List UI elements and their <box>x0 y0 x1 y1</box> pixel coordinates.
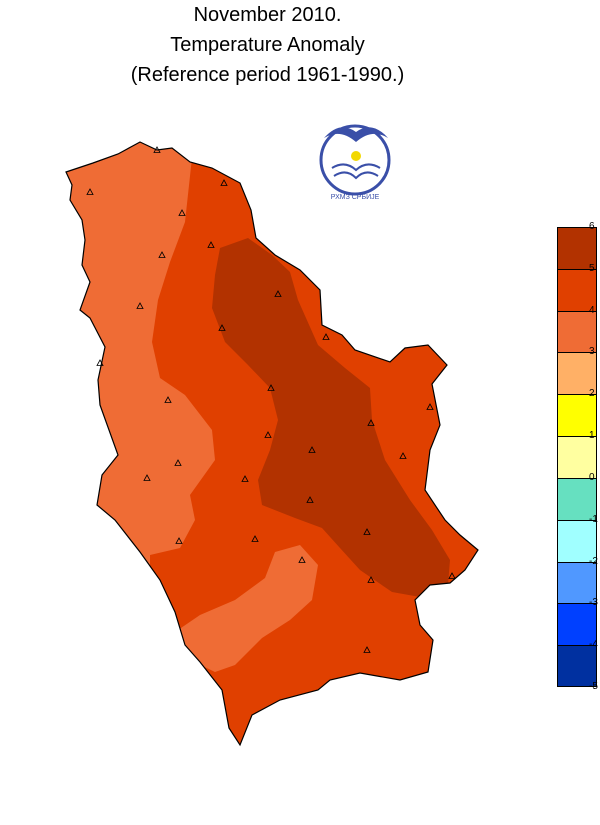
legend-tick-label: 0 <box>589 471 595 483</box>
station-triangle-marker <box>308 446 316 453</box>
station-triangle-marker <box>306 496 314 503</box>
station-triangle-marker <box>164 396 172 403</box>
logo-wave <box>331 163 381 172</box>
logo-wings <box>324 127 388 142</box>
rhmz-logo: РХМЗ СРБИЈЕ <box>319 124 391 201</box>
station-triangle-marker <box>218 324 226 331</box>
title-subject: Temperature Anomaly <box>170 34 365 56</box>
legend-swatch <box>557 603 597 646</box>
station-triangle-marker <box>136 302 144 309</box>
legend-swatch <box>557 394 597 437</box>
legend-swatch <box>557 352 597 395</box>
station-triangle-marker <box>158 251 166 258</box>
station-triangle-marker <box>96 359 104 366</box>
legend-swatch <box>557 268 597 311</box>
station-triangle-marker <box>363 646 371 653</box>
color-legend <box>557 227 597 687</box>
legend-swatch <box>557 519 597 562</box>
station-triangle-marker <box>399 452 407 459</box>
legend-tick-label: 3 <box>589 346 595 358</box>
station-triangle-marker <box>298 556 306 563</box>
legend-tick-label: -2 <box>589 555 598 567</box>
station-triangle-marker <box>175 537 183 544</box>
station-triangle-marker <box>174 459 182 466</box>
station-triangle-marker <box>363 528 371 535</box>
legend-tick-label: 1 <box>589 430 595 442</box>
logo-wave-2 <box>333 171 379 180</box>
zone-5-6 <box>212 238 450 597</box>
station-triangle-marker <box>241 475 249 482</box>
weather-stations <box>86 146 456 653</box>
map-title: November 2010. Temperature Anomaly (Refe… <box>0 0 535 90</box>
station-triangle-marker <box>251 535 259 542</box>
legend-swatch <box>557 436 597 478</box>
legend-tick-label: -1 <box>589 513 598 525</box>
legend-swatch <box>557 477 597 520</box>
legend-swatch <box>557 310 597 353</box>
station-triangle-marker <box>322 333 330 340</box>
station-triangle-marker <box>426 403 434 410</box>
station-triangle-marker <box>367 419 375 426</box>
station-triangle-marker <box>220 179 228 186</box>
station-triangle-marker <box>143 474 151 481</box>
station-triangle-marker <box>367 576 375 583</box>
legend-tick-label: -5 <box>589 681 598 692</box>
legend-swatch <box>557 645 597 687</box>
station-triangle-marker <box>448 572 456 579</box>
logo-sun <box>351 151 361 161</box>
legend-tick-label: 4 <box>589 304 595 316</box>
station-triangle-marker <box>267 384 275 391</box>
title-month: November 2010. <box>193 4 342 26</box>
legend-tick-label: 6 <box>589 221 595 232</box>
legend-swatch <box>557 561 597 604</box>
legend-tick-label: -3 <box>589 597 598 609</box>
title-reference-period: (Reference period 1961-1990.) <box>130 64 405 86</box>
legend-tick-label: 2 <box>589 388 595 400</box>
station-triangle-marker <box>178 209 186 216</box>
station-triangle-marker <box>153 146 161 153</box>
logo-text: РХМЗ СРБИЈЕ <box>331 194 380 201</box>
legend-swatch <box>557 227 597 269</box>
legend-tick-label: -4 <box>589 639 598 651</box>
legend-tick-label: 5 <box>589 262 595 274</box>
station-triangle-marker <box>86 188 94 195</box>
station-triangle-marker <box>274 290 282 297</box>
logo-ring <box>319 124 391 196</box>
station-triangle-marker <box>264 431 272 438</box>
station-triangle-marker <box>207 241 215 248</box>
